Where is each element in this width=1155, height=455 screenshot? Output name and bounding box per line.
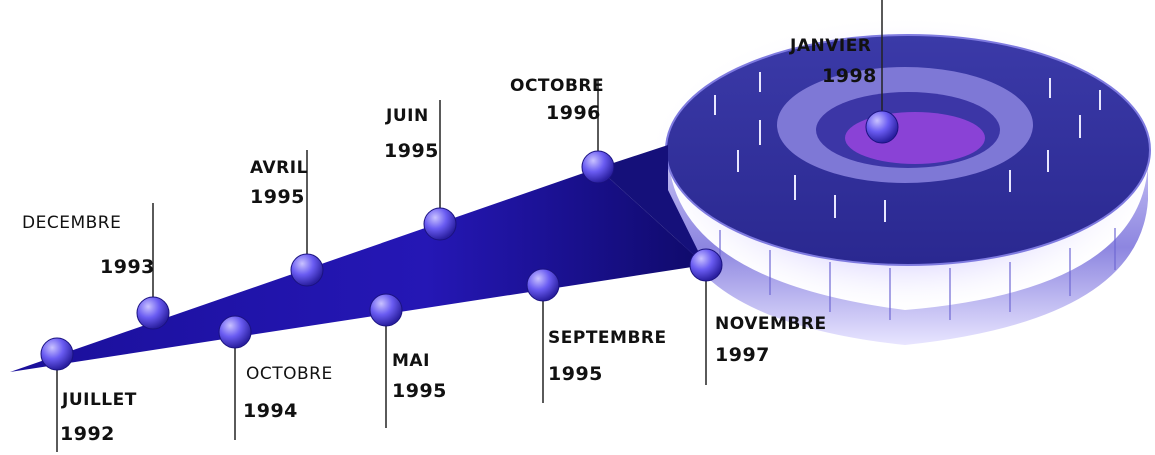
label-year-2: 1994 [243,400,298,422]
connector-lines [56,0,883,452]
milestone-node-8 [689,248,723,282]
milestone-node-3 [290,253,324,287]
stadium-wall [668,150,1148,345]
milestone-node-1 [136,296,170,330]
label-month-4: MAI [392,351,430,371]
milestone-node-7 [581,150,615,184]
timeline-nodes [40,110,899,371]
stadium-masts [714,72,1101,222]
milestone-node-9 [865,110,899,144]
label-year-1: 1993 [100,256,155,278]
label-year-6: 1995 [548,363,603,385]
label-year-8: 1997 [715,344,770,366]
label-month-8: NOVEMBRE [715,314,827,334]
timeline-ramp [10,168,705,372]
label-year-9: 1998 [822,65,877,87]
label-month-3: AVRIL [250,158,308,178]
label-year-3: 1995 [250,186,305,208]
label-month-9: JANVIER [790,36,872,56]
ramp-tail [598,145,705,265]
label-month-6: SEPTEMBRE [548,328,667,348]
stadium-pitch [845,112,985,164]
label-year-5: 1995 [384,140,439,162]
milestone-node-5 [423,207,457,241]
milestone-node-0 [40,337,74,371]
label-month-1: DECEMBRE [22,213,122,233]
label-month-7: OCTOBRE [510,76,605,96]
label-year-0: 1992 [60,423,115,445]
label-month-2: OCTOBRE [246,364,333,384]
label-month-5: JUIN [386,106,429,126]
milestone-node-6 [526,268,560,302]
milestone-node-2 [218,315,252,349]
label-year-7: 1996 [546,102,601,124]
stadium-illustration [643,15,1155,345]
milestone-node-4 [369,293,403,327]
label-year-4: 1995 [392,380,447,402]
label-month-0: JUILLET [62,390,137,410]
